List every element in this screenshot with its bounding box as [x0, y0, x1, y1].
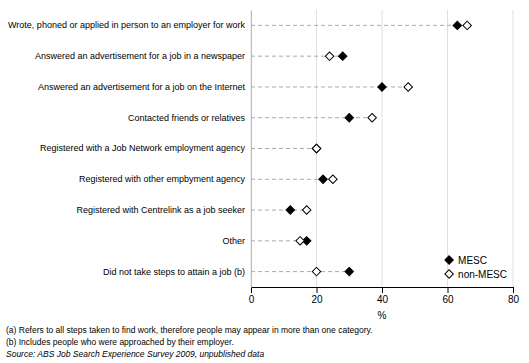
dot — [404, 83, 412, 91]
y-tick: Did not take steps to attain a job (b) — [103, 266, 251, 276]
footnotes: (a) Refers to all steps taken to find wo… — [6, 325, 372, 359]
x-tick: 60 — [442, 287, 454, 305]
y-tick: Wrote, phoned or applied in person to an… — [8, 20, 251, 30]
dot — [302, 206, 310, 214]
x-tick: 0 — [249, 287, 255, 305]
legend-label: MESC — [458, 255, 487, 266]
x-tick: 80 — [508, 287, 520, 305]
category-label: Wrote, phoned or applied in person to an… — [8, 20, 245, 30]
legend: MESC non-MESC — [445, 255, 507, 280]
tick-label: 60 — [442, 294, 454, 305]
marks — [251, 21, 471, 276]
leader-lines — [251, 25, 467, 271]
dot — [312, 267, 320, 275]
dot — [312, 144, 320, 152]
grid — [251, 10, 513, 287]
dot — [286, 206, 294, 214]
dot — [329, 175, 337, 183]
tick-label: 40 — [377, 294, 389, 305]
legend-item: MESC — [445, 255, 487, 266]
leader-line — [251, 271, 349, 272]
category-label: Registered with other empbyment agency — [79, 174, 246, 184]
dot — [345, 267, 353, 275]
tick-mark — [513, 287, 514, 293]
grid-line — [447, 10, 448, 287]
legend-swatch — [445, 270, 453, 278]
series — [296, 21, 472, 276]
category-label: Answered an advertisement for a job on t… — [38, 82, 246, 92]
y-tick: Registered with a Job Network employment… — [40, 143, 251, 153]
footnote: (a) Refers to all steps taken to find wo… — [6, 325, 372, 335]
y-axis: Wrote, phoned or applied in person to an… — [8, 11, 251, 288]
tick-mark — [448, 287, 449, 293]
category-label: Did not take steps to attain a job (b) — [103, 266, 245, 276]
grid-line — [513, 10, 514, 287]
category-label: Registered with a Job Network employment… — [40, 143, 246, 153]
y-tick: Registered with other empbyment agency — [79, 174, 251, 184]
leader-line — [251, 148, 317, 149]
leader-line — [251, 25, 467, 26]
tick-label: 0 — [249, 294, 255, 305]
footnote: (b) Includes people who were approached … — [6, 337, 234, 347]
y-tick: Answered an advertisement for a job in a… — [35, 51, 251, 61]
dot — [325, 52, 333, 60]
category-label: Answered an advertisement for a job in a… — [35, 51, 245, 61]
category-label: Contacted friends or relatives — [128, 113, 246, 123]
series — [286, 21, 462, 276]
dot — [463, 21, 471, 29]
leader-line — [251, 210, 307, 211]
y-tick: Registered with Centrelink as a job seek… — [76, 205, 251, 215]
dot — [312, 144, 320, 152]
axis-line — [252, 288, 514, 294]
legend-label: non-MESC — [458, 269, 507, 280]
y-tick: Answered an advertisement for a job on t… — [38, 82, 251, 92]
tick-label: 80 — [508, 294, 520, 305]
category-label: Other — [222, 236, 245, 246]
x-axis-title: % — [378, 310, 387, 321]
dot — [338, 52, 346, 60]
tick-label: 20 — [311, 294, 323, 305]
x-tick: 20 — [311, 287, 323, 305]
x-axis: 0 20 40 60 80 — [249, 287, 520, 305]
legend-swatch — [445, 256, 453, 264]
source: Source: ABS Job Search Experience Survey… — [6, 349, 264, 359]
dot — [378, 83, 386, 91]
chart: 0 20 40 60 80% Wrote, phoned or applied in pe… — [0, 0, 529, 363]
tick-mark — [251, 287, 252, 293]
x-tick: 40 — [377, 287, 389, 305]
grid-line — [382, 10, 383, 287]
dot — [319, 175, 327, 183]
tick-mark — [317, 287, 318, 293]
legend-item: non-MESC — [445, 269, 507, 280]
dot — [296, 237, 304, 245]
dot — [453, 21, 461, 29]
y-tick: Other — [222, 236, 251, 246]
category-label: Registered with Centrelink as a job seek… — [76, 205, 245, 215]
dot — [345, 113, 353, 121]
dot — [368, 113, 376, 121]
tick-mark — [382, 287, 383, 293]
y-tick: Contacted friends or relatives — [128, 113, 251, 123]
